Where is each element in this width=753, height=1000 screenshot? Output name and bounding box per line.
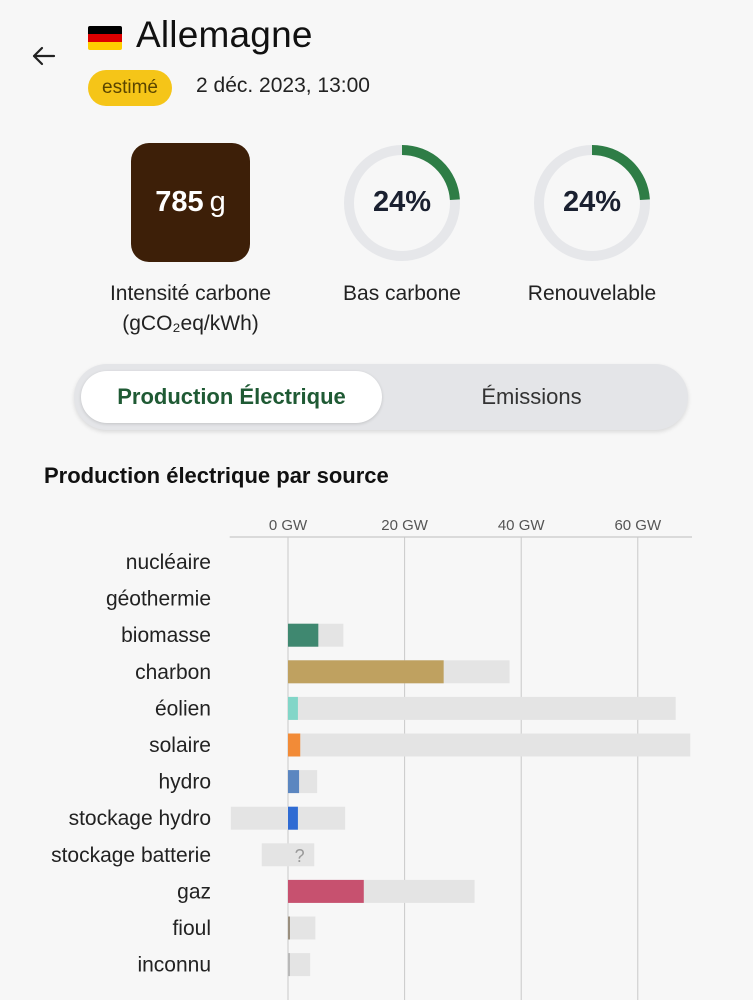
- flag-stripe-gold: [88, 42, 122, 50]
- datetime-label: 2 déc. 2023, 13:00: [196, 74, 370, 97]
- tab-production[interactable]: Production Électrique: [81, 371, 382, 423]
- capacity-bar: [261, 843, 315, 867]
- capacity-bar: [288, 916, 316, 940]
- low-carbon-label: Bas carbone: [343, 282, 461, 305]
- production-bar: [288, 806, 298, 830]
- carbon-intensity-unit: g: [209, 186, 226, 218]
- production-bar: [288, 770, 300, 794]
- carbon-intensity-label-line2: (gCO₂eq/kWh): [122, 312, 259, 335]
- category-label: charbon: [135, 661, 211, 684]
- ring-progress-arc: [401, 145, 460, 201]
- flag-stripe-red: [88, 34, 122, 42]
- category-label: fioul: [172, 917, 211, 940]
- page-title: Allemagne: [136, 14, 313, 55]
- renewable-value: 24%: [562, 186, 622, 218]
- chart-title: Production électrique par source: [44, 463, 389, 488]
- status-badge: estimé: [88, 70, 172, 106]
- category-label: gaz: [177, 880, 211, 903]
- carbon-intensity-value: 785: [155, 186, 204, 218]
- x-tick-label: 60 GW: [614, 517, 662, 534]
- category-label: éolien: [155, 697, 211, 720]
- category-label: solaire: [149, 734, 211, 757]
- production-bar: [288, 733, 301, 757]
- flag-stripe-black: [88, 26, 122, 34]
- unknown-marker: ?: [295, 846, 305, 866]
- production-chart: 0 GW 20 GW 40 GW 60 GW nucléaire géothermie bi…: [51, 517, 692, 1000]
- production-bar: [288, 879, 364, 903]
- x-tick-label: 0 GW: [269, 517, 308, 534]
- x-tick-label: 40 GW: [498, 517, 546, 534]
- production-bar: [288, 623, 319, 647]
- production-bar: [288, 660, 444, 684]
- capacity-bar: [288, 953, 311, 977]
- production-bar: [288, 696, 298, 720]
- capacity-bar: [288, 733, 691, 757]
- ring-progress-arc: [591, 145, 650, 201]
- capacity-bar: [288, 696, 676, 720]
- renewable-label: Renouvelable: [527, 282, 657, 305]
- production-bar: [288, 916, 290, 940]
- x-tick-label: 20 GW: [381, 517, 429, 534]
- country-flag-icon: [88, 26, 122, 50]
- view-tabs: Production Électrique Émissions: [74, 364, 688, 430]
- category-label: stockage hydro: [69, 807, 211, 830]
- category-label: biomasse: [121, 624, 211, 647]
- production-bar: [288, 953, 290, 977]
- category-label: nucléaire: [126, 551, 211, 574]
- low-carbon-value: 24%: [372, 186, 432, 218]
- carbon-intensity-label: Intensité carbone (gCO₂eq/kWh): [90, 279, 291, 339]
- tab-emissions[interactable]: Émissions: [481, 384, 582, 409]
- low-carbon-ring[interactable]: [340, 141, 464, 265]
- carbon-intensity-box[interactable]: 785 g: [131, 143, 250, 262]
- category-label: géothermie: [106, 588, 211, 611]
- renewable-ring[interactable]: [530, 141, 654, 265]
- category-label: inconnu: [137, 954, 211, 977]
- category-label: stockage batterie: [51, 844, 211, 867]
- category-label: hydro: [158, 771, 211, 794]
- carbon-intensity-label-line1: Intensité carbone: [109, 282, 272, 305]
- back-arrow-icon[interactable]: [28, 40, 60, 72]
